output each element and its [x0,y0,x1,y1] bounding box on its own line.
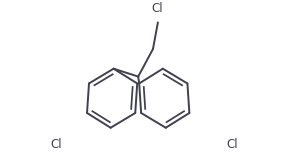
Text: Cl: Cl [51,138,63,151]
Text: Cl: Cl [227,138,238,151]
Text: Cl: Cl [151,2,163,15]
